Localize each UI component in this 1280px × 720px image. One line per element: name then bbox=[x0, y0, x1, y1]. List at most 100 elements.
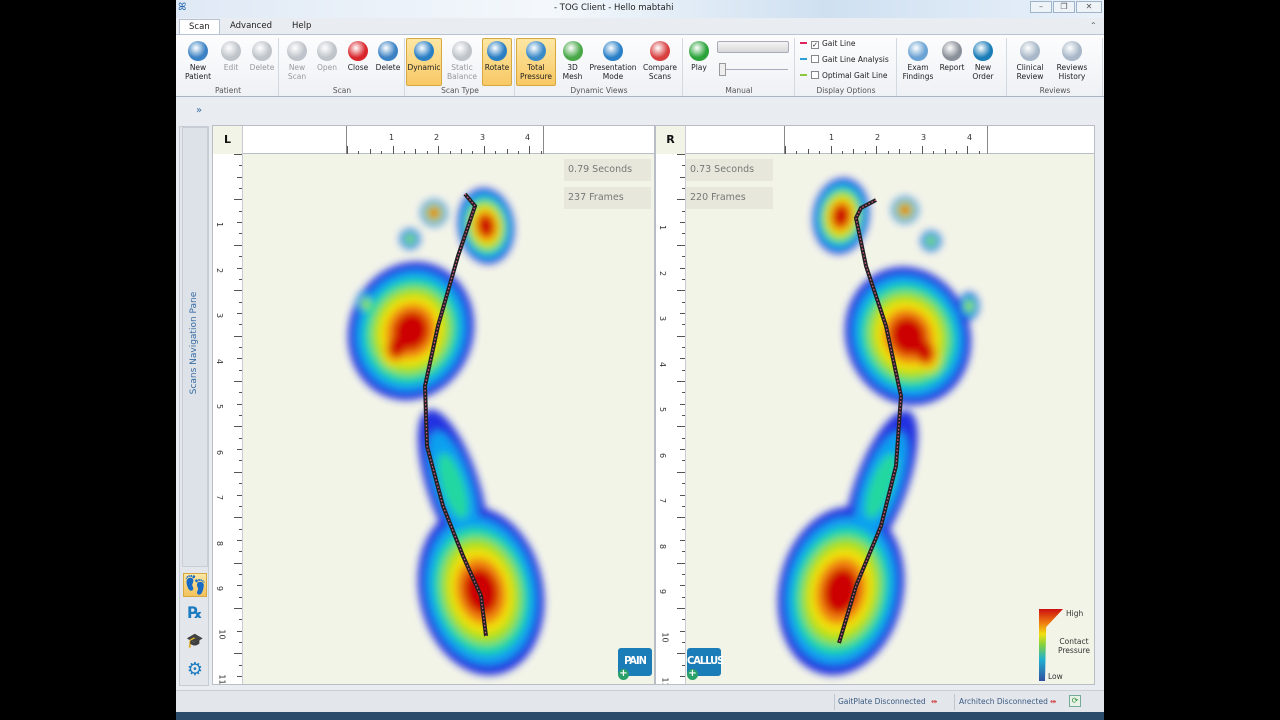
group-label: Scan bbox=[332, 86, 352, 95]
rx-icon[interactable]: ℞ bbox=[187, 603, 203, 622]
button-label: Presentation Mode bbox=[589, 63, 637, 81]
static-balance-icon bbox=[452, 41, 472, 61]
taskbar bbox=[176, 712, 1104, 720]
dynamic-button[interactable]: Dynamic bbox=[406, 38, 442, 86]
button-label: Play bbox=[691, 63, 707, 72]
button-label: Dynamic bbox=[407, 63, 441, 72]
presentation-mode-button[interactable]: Presentation Mode bbox=[588, 38, 638, 86]
line-color-swatch bbox=[800, 58, 807, 60]
button-label: Report bbox=[939, 63, 965, 72]
delete-button[interactable]: Delete bbox=[373, 38, 403, 86]
play-icon bbox=[689, 41, 709, 61]
panel-header: R 1 2 3 4 bbox=[656, 126, 1094, 154]
ruler-label: 3 bbox=[480, 133, 486, 142]
compare-scans-icon bbox=[650, 41, 670, 61]
tab-scan[interactable]: Scan bbox=[179, 19, 220, 34]
delete-patient-icon bbox=[252, 41, 272, 61]
app-icon: ꕤ bbox=[178, 2, 187, 13]
delete-button[interactable]: Delete bbox=[246, 38, 278, 86]
frames-readout: 220 Frames bbox=[686, 187, 773, 209]
ribbon: New Patient Edit Delete Patient New Scan Open… bbox=[176, 34, 1104, 97]
left-foot-panel: L 1 2 3 4 1 2 3 4 5 6 7 8 9 10 11 0.79 Seconds 237 Frames… bbox=[212, 125, 655, 685]
checkbox-box[interactable] bbox=[811, 55, 819, 63]
pressure-region bbox=[915, 340, 933, 362]
button-label: Total Pressure bbox=[519, 63, 553, 81]
ruler-label: 2 bbox=[875, 133, 881, 142]
checkbox-optimal-gait-line[interactable]: Optimal Gait Line bbox=[800, 71, 888, 80]
minimize-button[interactable]: – bbox=[1030, 1, 1052, 13]
new-patient-button[interactable]: New Patient bbox=[180, 38, 216, 86]
gait-line bbox=[424, 193, 487, 637]
checkbox-box[interactable] bbox=[811, 71, 819, 79]
button-label: Exam Findings bbox=[902, 63, 934, 81]
group-label: Dynamic Views bbox=[570, 86, 628, 95]
button-label: Static Balance bbox=[447, 63, 477, 81]
pressure-heatmap bbox=[777, 178, 979, 676]
button-label: Rotate bbox=[484, 63, 510, 72]
report-button[interactable]: Report bbox=[937, 38, 967, 86]
edit-button[interactable]: Edit bbox=[216, 38, 246, 86]
legend-high: High bbox=[1066, 609, 1084, 618]
exam-findings-button[interactable]: Exam Findings bbox=[900, 38, 936, 86]
ruler-label: 1 bbox=[389, 133, 395, 142]
gear-icon[interactable]: ⚙ bbox=[186, 659, 204, 680]
ruler-label: 4 bbox=[967, 133, 973, 142]
ribbon-tabs: Scan Advanced Help ⌃ bbox=[176, 18, 1104, 34]
rotate-button[interactable]: Rotate bbox=[482, 38, 512, 86]
collapse-ribbon-icon[interactable]: ⌃ bbox=[1090, 21, 1097, 30]
restore-button[interactable]: ❐ bbox=[1053, 1, 1075, 13]
pressure-region bbox=[389, 335, 407, 357]
expand-pane-button[interactable]: » bbox=[196, 105, 203, 116]
rotate-icon bbox=[487, 41, 507, 61]
new-order-button[interactable]: New Order bbox=[968, 38, 998, 86]
checkbox-box[interactable]: ✓ bbox=[811, 41, 819, 49]
line-color-swatch bbox=[800, 42, 807, 44]
3d-mesh-icon bbox=[562, 41, 583, 61]
clinical-review-button[interactable]: Clinical Review bbox=[1010, 38, 1050, 86]
vertical-ruler: 1 2 3 4 5 6 7 8 9 10 11 bbox=[213, 154, 243, 684]
open-button[interactable]: Open bbox=[312, 38, 342, 86]
checkbox-gait-line[interactable]: ✓ Gait Line bbox=[800, 39, 855, 49]
panel-header: L 1 2 3 4 bbox=[213, 126, 654, 154]
plus-icon: + bbox=[687, 668, 698, 680]
frame-slider-track[interactable] bbox=[722, 69, 788, 70]
clinical-review-icon bbox=[1020, 41, 1040, 61]
window-title: - TOG Client - Hello mabtahi bbox=[554, 3, 674, 13]
frames-readout: 237 Frames bbox=[564, 187, 651, 209]
tab-help[interactable]: Help bbox=[292, 21, 312, 31]
close-button[interactable]: Close bbox=[343, 38, 373, 86]
compare-scans-button[interactable]: Compare Scans bbox=[639, 38, 681, 86]
button-label: New Patient bbox=[184, 63, 212, 81]
ruler-label: 4 bbox=[525, 133, 531, 142]
group-label: Display Options bbox=[816, 86, 876, 95]
button-label: Reviews History bbox=[1056, 63, 1088, 81]
group-label: Scan Type bbox=[441, 86, 479, 95]
printer-icon bbox=[942, 41, 962, 61]
pressure-region bbox=[430, 209, 438, 217]
line-color-swatch bbox=[800, 74, 807, 76]
new-scan-button[interactable]: New Scan bbox=[282, 38, 312, 86]
static-balance-button[interactable]: Static Balance bbox=[443, 38, 481, 86]
refresh-button[interactable]: ⟳ bbox=[1069, 695, 1081, 707]
button-label: Edit bbox=[223, 63, 239, 72]
pane-label: Scans Navigation Pane bbox=[189, 291, 199, 395]
total-pressure-button[interactable]: Total Pressure bbox=[516, 38, 556, 86]
pressure-region bbox=[478, 215, 494, 237]
pressure-region bbox=[437, 452, 469, 520]
pressure-heatmap bbox=[348, 188, 545, 676]
tab-advanced[interactable]: Advanced bbox=[230, 21, 272, 31]
status-bar: GaitPlate Disconnected ⇹ Architech Disco… bbox=[176, 690, 1104, 712]
checkbox-gait-line-analysis[interactable]: Gait Line Analysis bbox=[800, 55, 889, 64]
reviews-history-button[interactable]: Reviews History bbox=[1052, 38, 1092, 86]
side-label: R bbox=[656, 126, 686, 154]
scans-navigation-pane[interactable]: Scans Navigation Pane bbox=[182, 127, 208, 567]
plus-icon: + bbox=[618, 668, 629, 680]
group-label: Reviews bbox=[1039, 86, 1071, 95]
3d-mesh-button[interactable]: 3D Mesh bbox=[557, 38, 588, 86]
button-label: New Scan bbox=[287, 63, 307, 81]
play-button[interactable]: Play bbox=[684, 38, 714, 86]
graduation-cap-icon[interactable]: 🎓 bbox=[186, 633, 204, 649]
footprint-icon[interactable]: 👣 bbox=[183, 573, 207, 597]
frame-slider-thumb[interactable] bbox=[719, 63, 726, 76]
close-window-button[interactable]: ✕ bbox=[1076, 1, 1102, 13]
